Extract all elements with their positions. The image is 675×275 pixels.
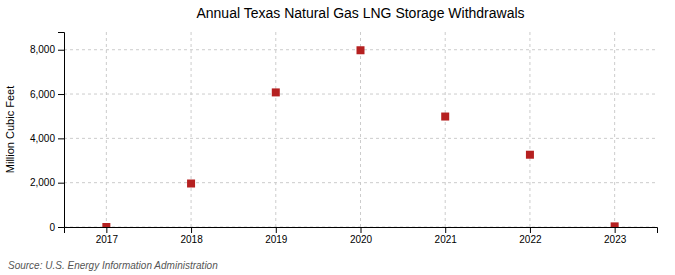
- y-axis-line: [58, 33, 65, 228]
- point: [611, 222, 619, 227]
- x-tick-label: 2018: [180, 234, 203, 245]
- x-axis: 2017 2018 2019 2020 2021 2022 2023: [65, 227, 658, 245]
- x-tick-mark: [276, 227, 277, 233]
- x-tick-mark: [191, 227, 192, 233]
- x-tick-label: 2020: [350, 234, 373, 245]
- y-tick-mark: [58, 227, 64, 228]
- y-tick: 8,000: [30, 44, 64, 55]
- grid-line-x: [360, 32, 361, 227]
- x-tick-label: 2017: [96, 234, 119, 245]
- y-tick-label: 6,000: [30, 89, 55, 100]
- grid-line-x: [106, 32, 107, 227]
- grid-line-x: [275, 32, 276, 227]
- x-tick-label: 2022: [519, 234, 542, 245]
- x-tick-mark: [615, 227, 616, 233]
- y-tick: 2,000: [30, 177, 64, 188]
- point: [102, 223, 110, 227]
- title: Annual Texas Natural Gas LNG Storage Wit…: [196, 5, 524, 21]
- y-tick: 6,000: [30, 89, 64, 100]
- x-tick: 2019: [265, 227, 288, 245]
- annotation: Source: U.S. Energy Information Administ…: [8, 260, 218, 271]
- y-tick: 4,000: [30, 133, 64, 144]
- y-axis-title: Million Cubic Feet: [4, 86, 16, 173]
- y-tick-mark: [58, 94, 64, 95]
- grid-line-y: [64, 138, 657, 139]
- x-tick: 2023: [604, 227, 627, 245]
- y-tick-mark: [58, 50, 64, 51]
- x-tick-mark: [530, 227, 531, 233]
- x-tick-mark: [106, 227, 107, 233]
- y-tick: 0: [49, 222, 64, 233]
- x-tick-mark: [445, 227, 446, 233]
- marks: [102, 46, 618, 227]
- y-tick-label: 4,000: [30, 133, 55, 144]
- y-tick-label: 2,000: [30, 177, 55, 188]
- grid-line-x: [191, 32, 192, 227]
- point: [272, 88, 280, 96]
- y-tick-label: 8,000: [30, 44, 55, 55]
- plot-area: 2017 2018 2019 2020 2021 2022 2023 0 2,000 4,000 6…: [30, 32, 658, 245]
- point: [441, 113, 449, 121]
- point: [357, 46, 365, 54]
- x-tick-label: 2019: [265, 234, 288, 245]
- chart-svg: 2017 2018 2019 2020 2021 2022 2023 0 2,000 4,000 6…: [0, 0, 675, 275]
- point: [187, 180, 195, 188]
- x-tick-mark: [361, 227, 362, 233]
- grid-line-x: [529, 32, 530, 227]
- y-tick-mark: [58, 138, 64, 139]
- y-axis: 0 2,000 4,000 6,000 8,000: [30, 33, 65, 233]
- y-tick-mark: [58, 183, 64, 184]
- grid-line-x: [614, 32, 615, 227]
- grid-line-x: [445, 32, 446, 227]
- point: [526, 151, 534, 159]
- x-tick: 2018: [180, 227, 203, 245]
- y-tick-label: 0: [49, 222, 55, 233]
- x-tick-label: 2023: [604, 234, 627, 245]
- x-tick: 2020: [350, 227, 373, 245]
- x-tick: 2021: [435, 227, 458, 245]
- grid: [64, 32, 657, 227]
- x-tick: 2022: [519, 227, 542, 245]
- chart-container: 2017 2018 2019 2020 2021 2022 2023 0 2,000 4,000 6…: [0, 0, 675, 275]
- x-tick: 2017: [96, 227, 119, 245]
- x-axis-line: [65, 228, 658, 234]
- grid-line-y: [64, 182, 657, 183]
- grid-line-y: [64, 94, 657, 95]
- x-tick-label: 2021: [435, 234, 458, 245]
